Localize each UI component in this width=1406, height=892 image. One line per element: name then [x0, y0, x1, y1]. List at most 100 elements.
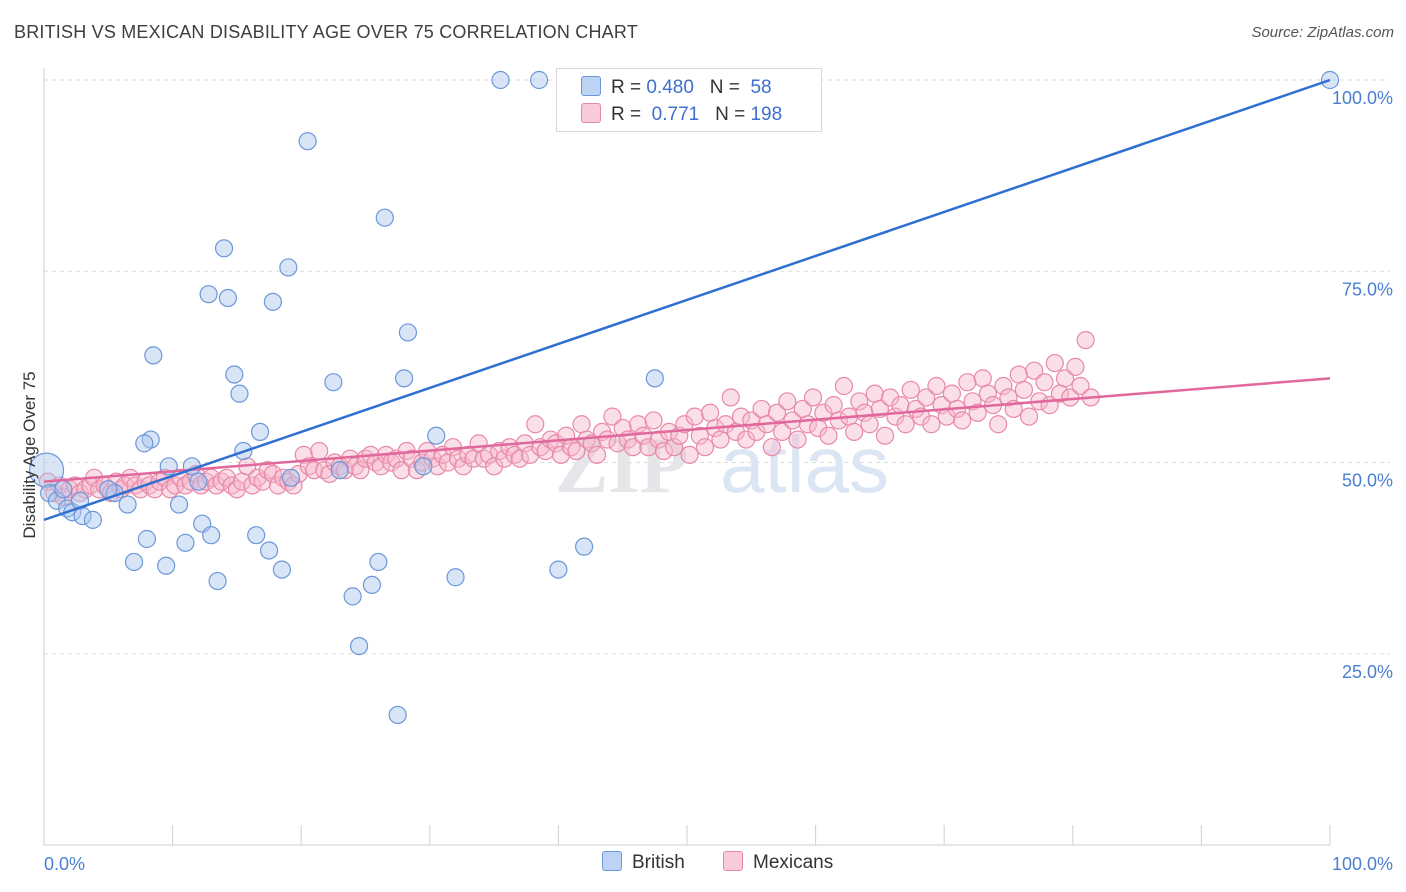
- legend-n-label: N =: [715, 104, 746, 125]
- mexican-point: [953, 411, 972, 430]
- bottom-legend-mexicans: Mexicans: [723, 851, 833, 874]
- y-tick-label: 25.0%: [1342, 662, 1393, 682]
- british-point: [83, 510, 102, 529]
- mexican-point: [613, 418, 632, 438]
- british-point: [189, 472, 208, 491]
- y-tick-label: 50.0%: [1342, 471, 1393, 491]
- mexican-point: [454, 457, 473, 476]
- british-point: [47, 491, 66, 510]
- mexican-point: [623, 438, 643, 457]
- british-point: [530, 70, 549, 90]
- legend-r-label: R =: [611, 77, 642, 98]
- mexican-point: [788, 430, 807, 449]
- mexican-point: [767, 403, 787, 422]
- british-point: [199, 285, 218, 304]
- mexican-point: [304, 461, 324, 480]
- mexican-point: [989, 415, 1008, 434]
- mexican-point: [371, 457, 391, 476]
- mexican-point: [1009, 365, 1028, 384]
- british-point: [225, 365, 244, 384]
- british-point: [394, 369, 414, 388]
- mexican-point: [891, 396, 910, 415]
- british-point: [427, 426, 446, 445]
- mexican-point: [968, 403, 987, 422]
- british-point: [279, 258, 298, 277]
- british-point: [362, 575, 382, 595]
- y-axis-label: Disability Age Over 75: [20, 371, 39, 538]
- mexican-point: [778, 392, 797, 411]
- mexicans-legend-swatch: [723, 851, 743, 871]
- legend-n-label: N =: [709, 77, 740, 98]
- mexican-point: [680, 445, 699, 464]
- mexican-point: [695, 438, 715, 457]
- mexican-point: [521, 445, 540, 464]
- british-point: [157, 556, 176, 575]
- mexican-point: [737, 430, 756, 449]
- mexican-point: [294, 445, 313, 464]
- british-point: [28, 452, 65, 488]
- mexican-point: [901, 380, 920, 399]
- british-point: [549, 560, 568, 579]
- mexican-point: [495, 449, 514, 468]
- grid-lines: [44, 79, 1390, 655]
- british-swatch: [581, 76, 601, 96]
- mexican-point: [685, 407, 704, 426]
- british-point: [247, 526, 266, 545]
- british-point: [491, 70, 510, 90]
- british-point: [208, 571, 227, 591]
- mexican-point: [762, 438, 781, 457]
- british-point: [349, 636, 369, 656]
- mexican-point: [526, 415, 545, 434]
- mexican-point: [917, 388, 936, 407]
- british-point: [135, 434, 154, 453]
- mexican-point: [551, 445, 571, 464]
- legend-n-value: 58: [750, 77, 772, 98]
- mexican-point: [845, 422, 864, 441]
- mexican-point: [994, 376, 1013, 396]
- mexican-point: [351, 461, 370, 480]
- mexican-point: [572, 415, 591, 434]
- mexican-point: [716, 415, 735, 434]
- british-point: [388, 705, 407, 725]
- mexican-point: [942, 384, 962, 403]
- british-point: [645, 369, 664, 388]
- y-tick-label: 75.0%: [1342, 279, 1393, 299]
- british-point: [575, 537, 594, 556]
- mexican-point: [875, 426, 895, 445]
- mexican-point: [922, 415, 941, 434]
- legend-r-value: 0.480: [646, 77, 694, 98]
- y-tick-labels: 25.0% 50.0% 75.0% 100.0%: [1332, 88, 1393, 682]
- british-point: [414, 457, 433, 476]
- mexican-point: [978, 384, 998, 403]
- correlation-legend: R = 0.480 N = 58 R = 0.771 N = 198: [556, 68, 822, 132]
- british-point: [343, 587, 362, 606]
- source-label: Source: ZipAtlas.com: [1251, 24, 1394, 41]
- mexican-point: [814, 403, 833, 422]
- x-tick-label: 0.0%: [44, 854, 85, 874]
- mexican-point: [850, 392, 869, 411]
- british-point: [250, 422, 270, 441]
- mexican-point: [881, 388, 900, 407]
- british-point: [369, 552, 388, 572]
- british-point: [272, 560, 292, 579]
- mexican-point: [752, 399, 771, 419]
- legend-n-value: 198: [750, 104, 783, 125]
- mexican-point: [1071, 376, 1090, 396]
- x-tick-label: 100.0%: [1332, 854, 1393, 874]
- mexican-trend-line: [43, 377, 1331, 483]
- british-point: [176, 533, 195, 552]
- mexican-point: [927, 376, 946, 396]
- mexican-point: [263, 464, 283, 484]
- mexican-point: [690, 426, 709, 445]
- mexican-point: [1019, 407, 1039, 426]
- mexican-point: [896, 415, 915, 434]
- mexican-point: [335, 461, 355, 480]
- british-point: [137, 529, 156, 549]
- mexican-point: [973, 369, 992, 388]
- mexican-point: [860, 415, 879, 434]
- mexican-point: [665, 438, 684, 457]
- british-point: [118, 495, 137, 514]
- mexican-point: [587, 445, 607, 464]
- british-point: [324, 373, 343, 392]
- british-legend-swatch: [602, 851, 622, 871]
